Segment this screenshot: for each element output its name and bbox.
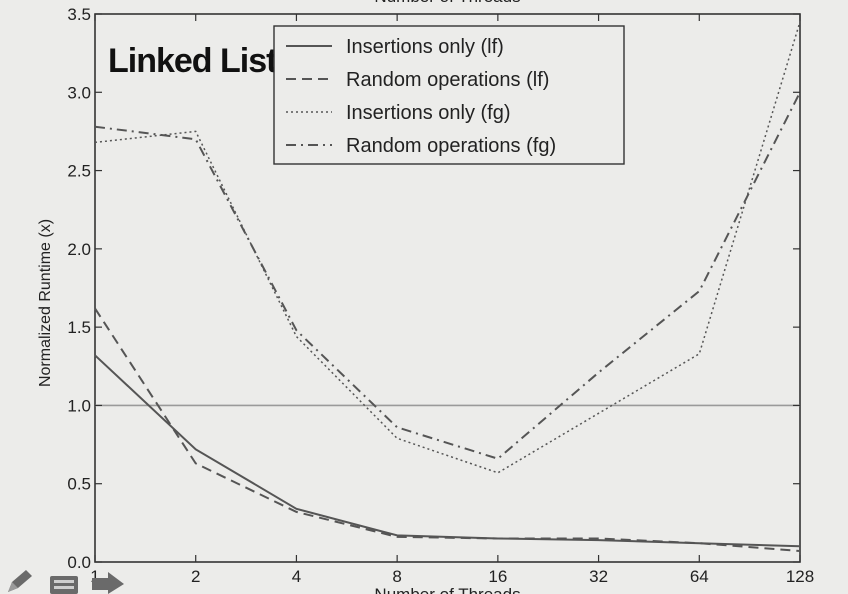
y-tick-label: 0.0 [67,553,91,572]
top-axis-label: Number of Threads [374,0,520,6]
x-tick-label: 4 [292,567,301,586]
x-tick-label: 32 [589,567,608,586]
x-tick-label: 128 [786,567,814,586]
chart-annotation: Linked List [108,42,277,80]
x-tick-label: 64 [690,567,709,586]
y-tick-label: 3.0 [67,83,91,102]
x-tick-label: 16 [488,567,507,586]
x-axis-label: Number of Threads [374,585,520,594]
x-tick-label: 2 [191,567,200,586]
arrow-right-icon[interactable] [90,570,126,594]
y-axis-label: Normalized Runtime (x) [37,219,54,387]
y-tick-label: 2.0 [67,240,91,259]
slide-icon[interactable] [48,574,80,594]
y-tick-label: 3.5 [67,5,91,24]
legend-label-0: Insertions only (lf) [346,36,504,58]
series-line-3 [94,91,801,460]
pencil-icon[interactable] [4,568,34,594]
x-tick-label: 1 [90,567,99,586]
y-tick-label: 1.5 [67,318,91,337]
y-tick-label: 2.5 [67,162,91,181]
legend-label-3: Random operations (fg) [346,135,556,157]
x-tick-label: 8 [392,567,401,586]
series-line-2 [94,21,801,474]
legend-label-1: Random operations (lf) [346,69,549,91]
y-tick-label: 1.0 [67,396,91,415]
legend-box [273,25,625,165]
plot-frame [94,13,801,563]
series-line-0 [94,354,801,548]
legend-label-2: Insertions only (fg) [346,102,511,124]
y-tick-label: 0.5 [67,475,91,494]
series-line-1 [94,307,801,552]
